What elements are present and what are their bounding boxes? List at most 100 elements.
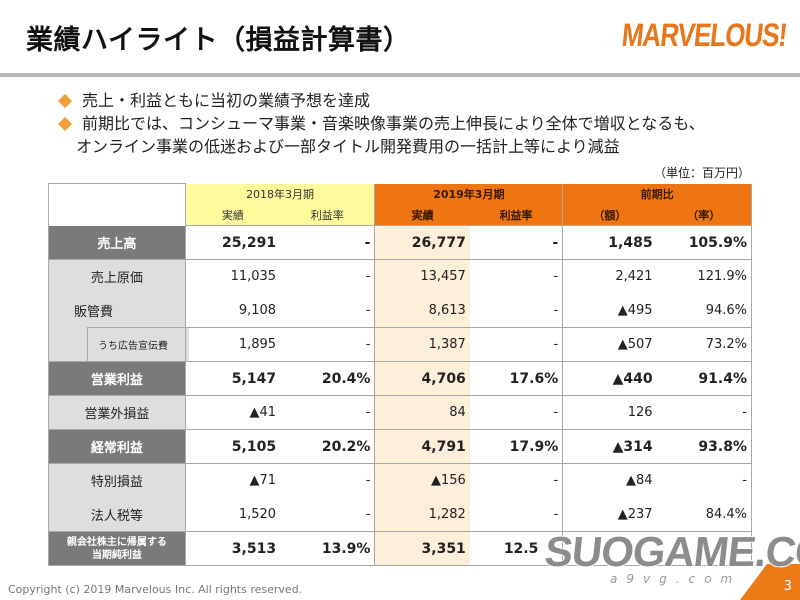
- yoy-rate: 94.6%: [656, 293, 752, 328]
- fy2019-actual: 8,613: [374, 293, 470, 328]
- fy2018-margin: 13.9%: [280, 531, 376, 566]
- fy2018-margin: -: [280, 395, 376, 430]
- page-title: 業績ハイライト（損益計算書）: [26, 25, 411, 56]
- row-label-line2: 当期純利益: [91, 549, 142, 561]
- row-label: 親会社株主に帰属する 当期純利益: [48, 531, 186, 566]
- yoy-rate: 73.2%: [656, 327, 752, 362]
- watermark-subtext: a9vg.com: [610, 572, 742, 586]
- fy2018-margin: -: [280, 463, 376, 498]
- fy2019-margin: -: [469, 497, 564, 532]
- row-label: 経常利益: [48, 429, 186, 464]
- row-label-line1: 親会社株主に帰属する: [66, 536, 167, 548]
- watermark-text: SUOGAME.COM: [542, 527, 800, 576]
- fy2019-margin: -: [469, 259, 564, 294]
- table-row: 売上原価 11,035 - 13,457 - 2,421 121.9%: [48, 259, 752, 294]
- row-label: 売上高: [48, 225, 186, 260]
- fy2018-margin: -: [280, 497, 376, 532]
- table-row: 営業外損益 ▲41 - 84 - 126 -: [48, 395, 752, 430]
- fy2018-actual: 1,895: [185, 327, 281, 362]
- bullet-item: 前期比では、コンシューマ事業・音楽映像事業の売上伸長により全体で増収となるも、: [57, 112, 778, 135]
- yoy-amount: [562, 531, 657, 566]
- fy2018-actual: 9,108: [185, 293, 281, 328]
- row-label-text: うち広告宣伝費: [98, 340, 168, 352]
- fy2019-actual: 13,457: [374, 259, 470, 294]
- fy2018-margin: 20.2%: [280, 429, 376, 464]
- yoy-amount: 1,485: [562, 225, 657, 260]
- fy2019-actual: 4,791: [374, 429, 470, 464]
- fy2019-actual: 26,777: [374, 225, 470, 260]
- page-number: 3: [783, 579, 792, 594]
- row-label: 営業外損益: [48, 395, 186, 430]
- table-row: 法人税等 1,520 - 1,282 - ▲237 84.4%: [48, 497, 752, 532]
- diamond-bullet-icon: [57, 116, 73, 132]
- fy2019-actual: 1,387: [374, 327, 470, 362]
- header-yoy: 前期比: [562, 183, 752, 205]
- yoy-rate: -: [656, 463, 752, 498]
- fy2018-margin: -: [280, 293, 376, 328]
- bullet-item: 売上・利益ともに当初の業績予想を達成: [57, 89, 778, 112]
- yoy-amount: 2,421: [615, 269, 653, 285]
- yoy-amount: ▲507: [562, 327, 657, 362]
- fy2019-actual: 4,706: [374, 361, 470, 396]
- income-statement-table: 2018年3月期 2019年3月期 前期比 実績 利益率 実績 利益率 （額） …: [48, 183, 752, 566]
- fy2018-actual: ▲41: [185, 395, 281, 430]
- table-row: 特別損益 ▲71 - ▲156 - ▲84 -: [48, 463, 752, 498]
- yoy-amount: ▲314: [562, 429, 657, 464]
- fy2018-actual: 5,105: [185, 429, 281, 464]
- yoy-rate: 121.9%: [656, 259, 752, 294]
- bullet-text: 売上・利益ともに当初の業績予想を達成: [82, 91, 371, 110]
- row-label: うち広告宣伝費: [87, 326, 189, 361]
- fy2018-actual: 3,513: [185, 531, 281, 566]
- fy2019-actual: ▲156: [374, 463, 470, 498]
- fy2019-margin: -: [469, 327, 564, 362]
- yoy-rate: -: [656, 395, 752, 430]
- fy2018-actual: 25,291: [185, 225, 281, 260]
- table-row: 経常利益 5,105 20.2% 4,791 17.9% ▲314 93.8%: [48, 429, 752, 464]
- table-row: 営業利益 5,147 20.4% 4,706 17.6% ▲440 91.4%: [48, 361, 752, 396]
- header-blank-cell: [48, 183, 186, 226]
- unit-label: （単位：百万円）: [653, 166, 750, 180]
- yoy-amount: 126: [562, 395, 657, 430]
- fy2019-margin: 17.9%: [469, 429, 564, 464]
- row-label: 特別損益: [48, 463, 186, 498]
- fy2019-actual: 84: [374, 395, 470, 430]
- yoy-amount: ▲84: [626, 473, 653, 489]
- fy2018-actual: 5,147: [185, 361, 281, 396]
- title-divider: [0, 73, 800, 77]
- subheader-fy2019-margin: 利益率: [469, 204, 563, 226]
- table-row: 販管費 9,108 - 8,613 - ▲495 94.6%: [48, 293, 752, 328]
- yoy-amount: ▲440: [562, 361, 657, 396]
- yoy-rate: 93.8%: [656, 429, 752, 464]
- row-label: 販管費: [48, 293, 186, 328]
- bullet-text: 前期比では、コンシューマ事業・音楽映像事業の売上伸長により全体で増収となるも、: [82, 114, 705, 133]
- fy2018-actual: 11,035: [230, 269, 277, 285]
- row-label-cell: うち広告宣伝費: [48, 326, 189, 362]
- fy2019-actual: 1,282: [374, 497, 470, 532]
- fy2019-margin: -: [469, 225, 564, 260]
- fy2018-margin: -: [280, 327, 376, 362]
- subheader-fy2018-margin: 利益率: [280, 204, 375, 226]
- bullet-text-continued: オンライン事業の低迷および一部タイトル開発費用の一括計上等により減益: [76, 137, 620, 156]
- diamond-bullet-icon: [57, 93, 73, 109]
- fy2018-margin: 20.4%: [280, 361, 376, 396]
- yoy-amount: ▲237: [562, 497, 657, 532]
- table-row: 親会社株主に帰属する 当期純利益 3,513 13.9% 3,351 12.5: [48, 531, 752, 566]
- fy2018-margin: -: [280, 225, 376, 260]
- subheader-fy2018-actual: 実績: [185, 204, 281, 226]
- copyright-text: Copyright (c) 2019 Marvelous Inc. All ri…: [8, 583, 303, 596]
- yoy-rate: 84.4%: [656, 497, 752, 532]
- row-label: 法人税等: [48, 497, 186, 532]
- header-fy2019: 2019年3月期: [374, 183, 563, 205]
- fy2019-margin: -: [469, 395, 564, 430]
- fy2018-actual: 1,520: [185, 497, 281, 532]
- highlight-bullets: 売上・利益ともに当初の業績予想を達成 前期比では、コンシューマ事業・音楽映像事業…: [57, 89, 778, 158]
- table-row: うち広告宣伝費 1,895 - 1,387 - ▲507 73.2%: [48, 326, 752, 362]
- fy2019-margin: -: [469, 293, 564, 328]
- marvelous-logo: MARVELOUS!: [619, 16, 789, 54]
- fy2019-actual: 3,351: [374, 531, 470, 566]
- table-row: 売上高 25,291 - 26,777 - 1,485 105.9%: [48, 225, 752, 260]
- yoy-amount: ▲495: [562, 293, 657, 328]
- table-header-group-row: 2018年3月期 2019年3月期 前期比: [48, 183, 752, 226]
- fy2018-actual: ▲71: [249, 473, 277, 489]
- fy2019-margin: 12.5: [469, 531, 564, 566]
